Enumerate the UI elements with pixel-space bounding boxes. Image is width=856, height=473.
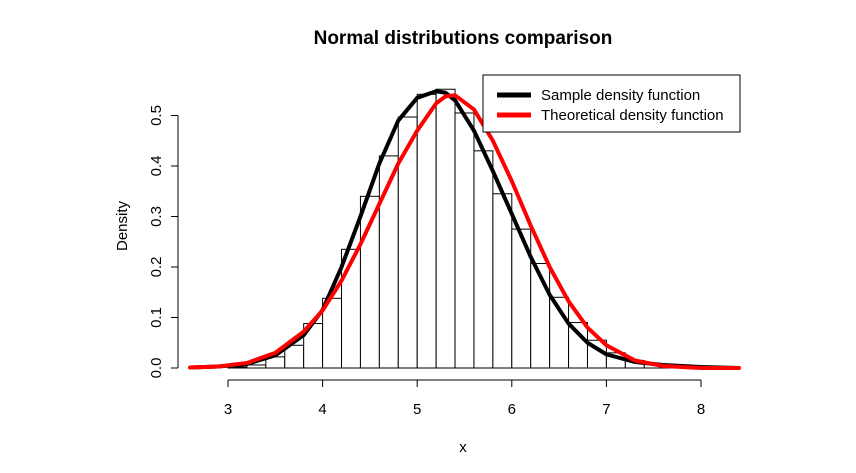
y-axis-label: Density [114,200,131,251]
histogram-bar [435,88,456,369]
y-tick-label: 0.3 [148,206,165,227]
x-axis: 3 4 5 6 7 8 [224,379,705,418]
chart-title: Normal distributions comparison [314,28,613,49]
histogram-bar [341,248,361,369]
y-tick-label: 0.5 [148,105,165,126]
histogram-bar [416,93,437,369]
histogram-bar [473,150,494,369]
x-tick-label: 4 [318,401,326,418]
x-axis-label: x [459,439,467,456]
legend-label-theoretical: Theoretical density function [541,107,724,124]
legend: Sample density function Theoretical dens… [482,74,741,133]
histogram-bar [492,193,513,369]
y-tick-label: 0.0 [148,358,165,379]
y-tick-label: 0.1 [148,307,165,328]
x-tick-label: 3 [224,401,232,418]
histogram-bar [454,112,475,369]
x-tick-label: 8 [697,401,705,418]
x-tick-label: 6 [508,401,516,418]
y-axis: 0.0 0.1 0.2 0.3 0.4 0.5 [148,105,179,379]
legend-box [482,74,741,133]
y-tick-label: 0.4 [148,156,165,177]
theoretical-density-line [188,93,741,370]
histogram-bar [246,364,267,369]
y-tick-label: 0.2 [148,257,165,278]
x-tick-label: 7 [602,401,610,418]
histogram-bars [227,88,702,369]
density-curves [188,89,741,370]
x-tick-label: 5 [413,401,421,418]
histogram-bar [568,322,588,369]
legend-label-sample: Sample density function [541,87,700,104]
